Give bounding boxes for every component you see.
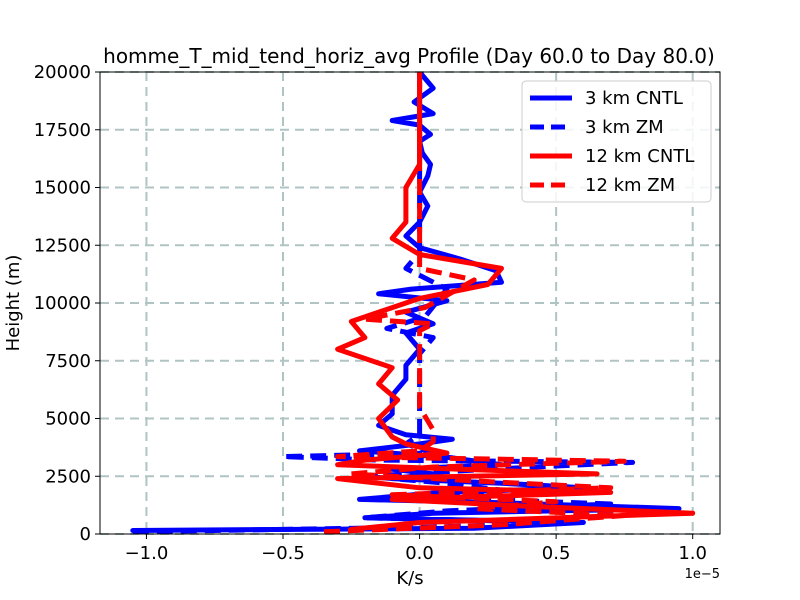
x-tick-label: 1.0 [678,543,707,564]
x-tick-label: 0.0 [405,543,434,564]
legend-label-12-km-cntl: 12 km CNTL [585,146,694,167]
y-tick-label: 5000 [45,409,91,430]
legend-box [521,80,712,203]
y-tick-label: 12500 [34,235,91,256]
x-tick-label: −0.5 [261,543,305,564]
y-tick-label: 2500 [45,466,91,487]
x-tick-label: 0.5 [542,543,571,564]
series-line-12-km-zm [323,72,627,534]
y-tick-label: 10000 [34,293,91,314]
legend-label-3-km-cntl: 3 km CNTL [585,88,683,109]
chart-title: homme_T_mid_tend_horiz_avg Profile (Day … [103,44,715,68]
x-axis-ticks: −1.0 −0.5 0.0 0.5 1.0 [125,534,707,564]
series-line-12-km-cntl [335,72,696,532]
y-tick-label: 7500 [45,351,91,372]
x-axis-label: K/s [396,568,423,589]
y-tick-label: 20000 [34,62,91,83]
y-tick-label: 0 [80,524,91,545]
series-layer [130,72,696,534]
x-tick-label: −1.0 [125,543,169,564]
legend: 3 km CNTL 3 km ZM 12 km CNTL 12 km ZM [521,80,712,203]
y-tick-label: 17500 [34,120,91,141]
x-axis-offset-label: 1e−5 [685,567,720,582]
legend-label-12-km-zm: 12 km ZM [585,175,675,196]
legend-label-3-km-zm: 3 km ZM [585,117,664,138]
y-axis-ticks: 0 2500 5000 7500 10000 12500 15000 17500 20000 [34,62,100,545]
y-axis-label: Height (m) [3,255,24,352]
y-tick-label: 15000 [34,178,91,199]
